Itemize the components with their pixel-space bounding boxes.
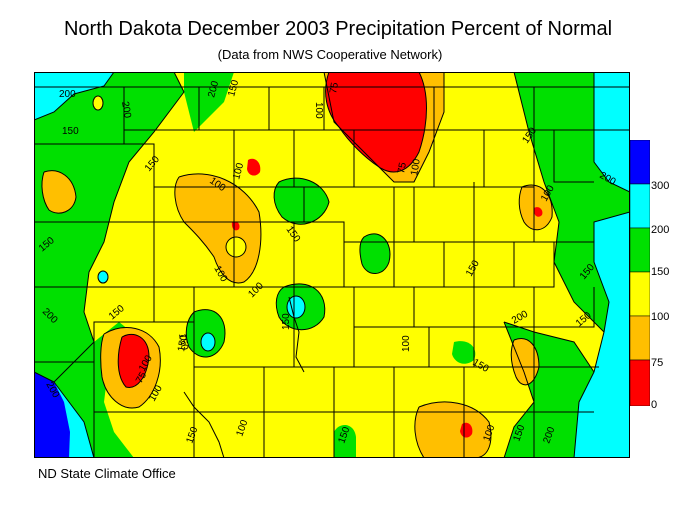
- region-green-center-blob-2: [359, 233, 390, 274]
- region-green-west: [34, 72, 184, 382]
- contour-label: 150: [226, 78, 241, 97]
- legend-bin-200: [630, 183, 650, 229]
- legend-bin-75: [630, 315, 650, 361]
- contour-label: 75: [396, 161, 409, 174]
- region-cyan-northeast: [594, 72, 630, 192]
- legend-label-0: 0: [651, 399, 658, 411]
- region-green-east: [514, 72, 630, 332]
- region-green-blob-east: [452, 341, 476, 364]
- region-red-spot-3: [533, 207, 543, 217]
- contour-label: 100: [313, 102, 324, 119]
- legend-label-150: 150: [651, 266, 670, 278]
- contour-label: 100: [409, 158, 423, 177]
- region-cyan-northwest: [34, 72, 114, 120]
- contour-label: 150: [281, 313, 292, 330]
- legend-label-300: 300: [651, 180, 670, 192]
- legend-label-200: 200: [651, 224, 670, 236]
- region-orange-south: [414, 402, 491, 458]
- map-title: North Dakota December 2003 Precipitation…: [63, 18, 613, 40]
- region-cyan-spot-2: [201, 333, 215, 351]
- region-red-spot-4: [460, 422, 473, 438]
- legend-colorbar: [630, 140, 650, 406]
- contour-label: 200: [206, 79, 221, 98]
- contour-label: 100: [401, 335, 412, 352]
- footer-credit: ND State Climate Office: [38, 466, 176, 481]
- map-subtitle: (Data from NWS Cooperative Network): [217, 47, 443, 62]
- legend-bin-300: [630, 140, 650, 185]
- contour-label: 150: [176, 333, 190, 352]
- contour-label: 100: [231, 161, 246, 180]
- contour-label: 150: [62, 126, 79, 137]
- precipitation-map: 200 200 200 150 100 75 150 150 150 150 1…: [34, 72, 630, 458]
- contour-lines: [34, 72, 630, 458]
- region-orange-west: [41, 170, 76, 214]
- region-orange-center-small: [230, 210, 250, 238]
- contour-label: 150: [176, 334, 190, 353]
- legend-bin-150: [630, 227, 650, 273]
- legend-label-100: 100: [651, 311, 670, 323]
- region-cyan-east: [574, 212, 630, 458]
- legend-bin-100: [630, 271, 650, 317]
- region-red-southwest: [118, 334, 149, 388]
- contour-label: 75: [134, 370, 149, 386]
- legend-bin-0: [630, 359, 650, 406]
- legend-label-75: 75: [651, 357, 664, 369]
- region-red-spot-1: [247, 158, 261, 176]
- region-orange-southeast: [511, 338, 539, 385]
- region-cyan-spot-3: [98, 271, 108, 283]
- region-green-center-blob: [274, 178, 329, 225]
- contour-label: 200: [119, 101, 133, 120]
- region-blue-southwest: [34, 372, 70, 458]
- county-boundaries: [34, 86, 630, 458]
- contour-label: 200: [59, 89, 76, 100]
- region-green-south-center: [334, 425, 356, 458]
- region-yellow-spot-1: [226, 237, 246, 257]
- region-yellow-spot-2: [93, 96, 103, 110]
- map-frame: [34, 72, 630, 458]
- region-cyan-spot-1: [287, 296, 305, 318]
- contour-label: 75: [328, 81, 341, 94]
- region-red-north: [325, 72, 427, 172]
